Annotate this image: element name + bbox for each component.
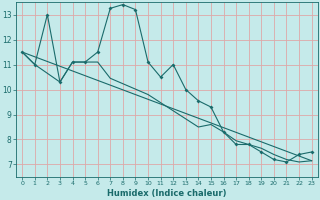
X-axis label: Humidex (Indice chaleur): Humidex (Indice chaleur) [107, 189, 227, 198]
